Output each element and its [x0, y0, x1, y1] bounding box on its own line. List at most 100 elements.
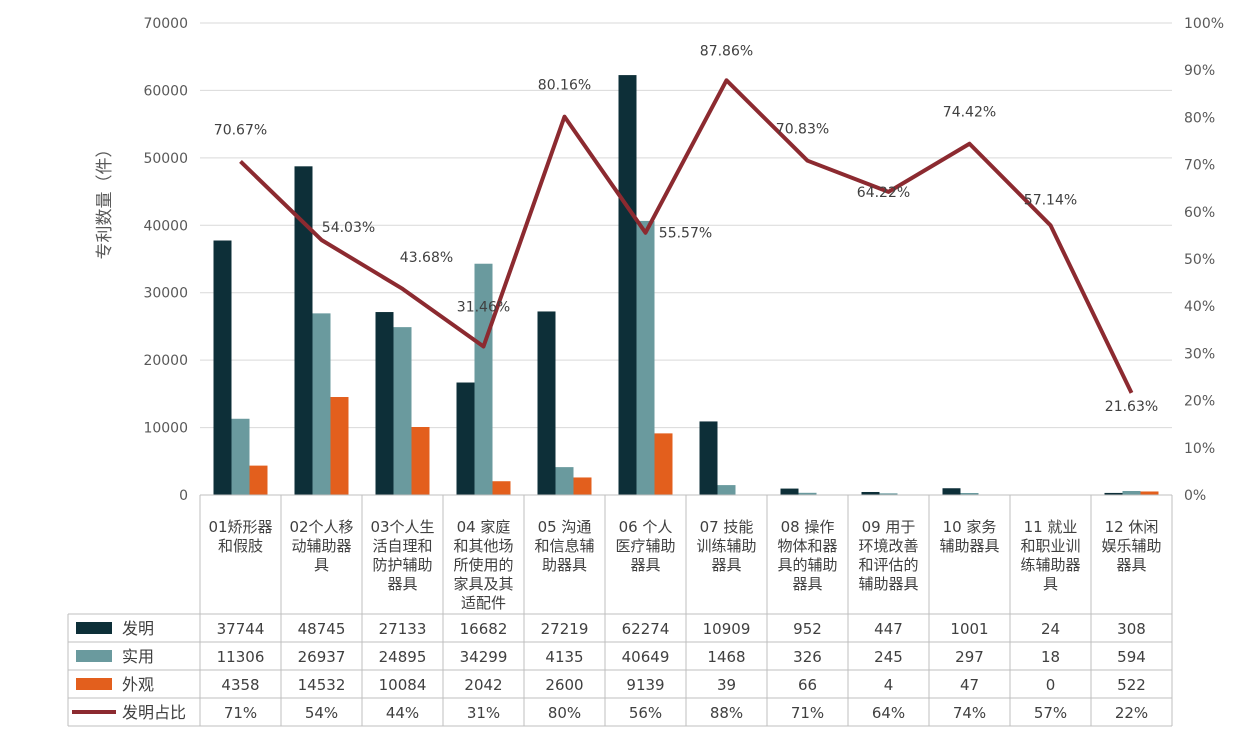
bar-发明 — [861, 491, 880, 495]
line-data-label: 31.46% — [457, 300, 510, 316]
table-cell: 34299 — [460, 648, 508, 666]
category-label: 12 休闲 — [1105, 518, 1159, 536]
table-cell: 10909 — [703, 620, 751, 638]
table-cell: 594 — [1117, 648, 1146, 666]
category-label: 练辅助器 — [1020, 556, 1080, 574]
bar-发明 — [780, 488, 799, 495]
table-cell: 22% — [1115, 704, 1148, 722]
y-tick-label: 50000 — [143, 151, 188, 167]
y2-tick-label: 60% — [1184, 205, 1215, 221]
table-cell: 10084 — [379, 676, 427, 694]
table-cell: 11306 — [217, 648, 265, 666]
category-label: 和假肢 — [218, 537, 263, 555]
bar-外观 — [492, 481, 511, 495]
table-cell: 71% — [224, 704, 257, 722]
bar-外观 — [249, 465, 268, 495]
bar-发明 — [213, 240, 232, 495]
table-cell: 57% — [1034, 704, 1067, 722]
category-label: 辅助器具 — [939, 537, 999, 555]
category-label: 具 — [1043, 575, 1058, 593]
category-label: 适配件 — [461, 594, 506, 612]
legend-swatch-实用 — [76, 650, 112, 662]
category-label: 所使用的 — [453, 556, 513, 574]
bar-实用 — [717, 485, 736, 495]
table-cell: 66 — [798, 676, 817, 694]
table-cell: 26937 — [298, 648, 346, 666]
table-cell: 24 — [1041, 620, 1060, 638]
category-label: 器具 — [711, 556, 741, 574]
category-label: 器具 — [387, 575, 417, 593]
category-label: 器具 — [630, 556, 660, 574]
category-label: 和评估的 — [858, 556, 918, 574]
legend-label: 实用 — [122, 647, 154, 666]
table-cell: 27219 — [541, 620, 589, 638]
table-cell: 952 — [793, 620, 822, 638]
bar-实用 — [960, 492, 979, 495]
table-cell: 4135 — [545, 648, 583, 666]
bar-外观 — [411, 427, 430, 495]
category-label: 具的辅助 — [777, 556, 837, 574]
table-cell: 24895 — [379, 648, 427, 666]
table-cell: 47 — [960, 676, 979, 694]
category-label: 物体和器 — [777, 537, 837, 555]
category-label: 助器具 — [542, 556, 587, 574]
table-cell: 31% — [467, 704, 500, 722]
category-label: 10 家务 — [943, 518, 997, 536]
line-data-label: 55.57% — [659, 226, 712, 242]
table-cell: 447 — [874, 620, 903, 638]
category-label: 和其他场 — [453, 537, 513, 555]
bar-发明 — [375, 312, 394, 495]
y-tick-label: 40000 — [143, 218, 188, 234]
category-label: 07 技能 — [700, 518, 754, 536]
y2-tick-label: 50% — [1184, 252, 1215, 268]
category-label: 具 — [314, 556, 329, 574]
bar-外观 — [573, 477, 592, 495]
line-data-label: 80.16% — [538, 78, 591, 94]
line-data-label: 70.67% — [214, 122, 267, 138]
table-cell: 48745 — [298, 620, 346, 638]
bar-发明 — [942, 488, 961, 495]
table-cell: 9139 — [626, 676, 664, 694]
category-label: 05 沟通 — [538, 518, 592, 536]
bar-发明 — [699, 421, 718, 495]
line-data-label: 54.03% — [322, 220, 375, 236]
category-label: 医疗辅助 — [615, 537, 675, 555]
y-tick-label: 20000 — [143, 353, 188, 369]
line-data-label: 43.68% — [400, 250, 453, 266]
category-label: 03个人生 — [370, 518, 434, 536]
y-tick-label: 30000 — [143, 286, 188, 302]
line-data-label: 64.22% — [857, 185, 910, 201]
category-label: 09 用于 — [862, 518, 916, 536]
table-cell: 308 — [1117, 620, 1146, 638]
table-cell: 40649 — [622, 648, 670, 666]
category-label: 辅助器具 — [858, 575, 918, 593]
category-label: 娱乐辅助 — [1101, 537, 1161, 555]
table-cell: 54% — [305, 704, 338, 722]
table-cell: 74% — [953, 704, 986, 722]
bar-发明 — [294, 166, 313, 495]
line-data-label: 74.42% — [943, 105, 996, 121]
bar-实用 — [1122, 490, 1141, 495]
bar-实用 — [555, 467, 574, 495]
table-cell: 27133 — [379, 620, 427, 638]
table-cell: 71% — [791, 704, 824, 722]
bar-实用 — [798, 492, 817, 495]
category-label: 家具及其 — [453, 575, 513, 593]
y2-tick-label: 100% — [1184, 16, 1224, 32]
legend-label: 发明占比 — [122, 703, 186, 722]
legend-label: 发明 — [122, 619, 154, 638]
table-cell: 80% — [548, 704, 581, 722]
line-发明占比 — [239, 78, 1134, 394]
category-label: 08 操作 — [781, 518, 835, 536]
category-label: 11 就业 — [1024, 518, 1078, 536]
table-cell: 64% — [872, 704, 905, 722]
category-label: 和职业训 — [1020, 537, 1080, 555]
table-cell: 4358 — [221, 676, 259, 694]
bar-实用 — [636, 220, 655, 495]
table-cell: 0 — [1046, 676, 1056, 694]
bar-实用 — [393, 327, 412, 495]
category-label: 和信息辅 — [534, 537, 594, 555]
y-tick-label: 60000 — [143, 83, 188, 99]
line-data-label: 87.86% — [700, 43, 753, 59]
